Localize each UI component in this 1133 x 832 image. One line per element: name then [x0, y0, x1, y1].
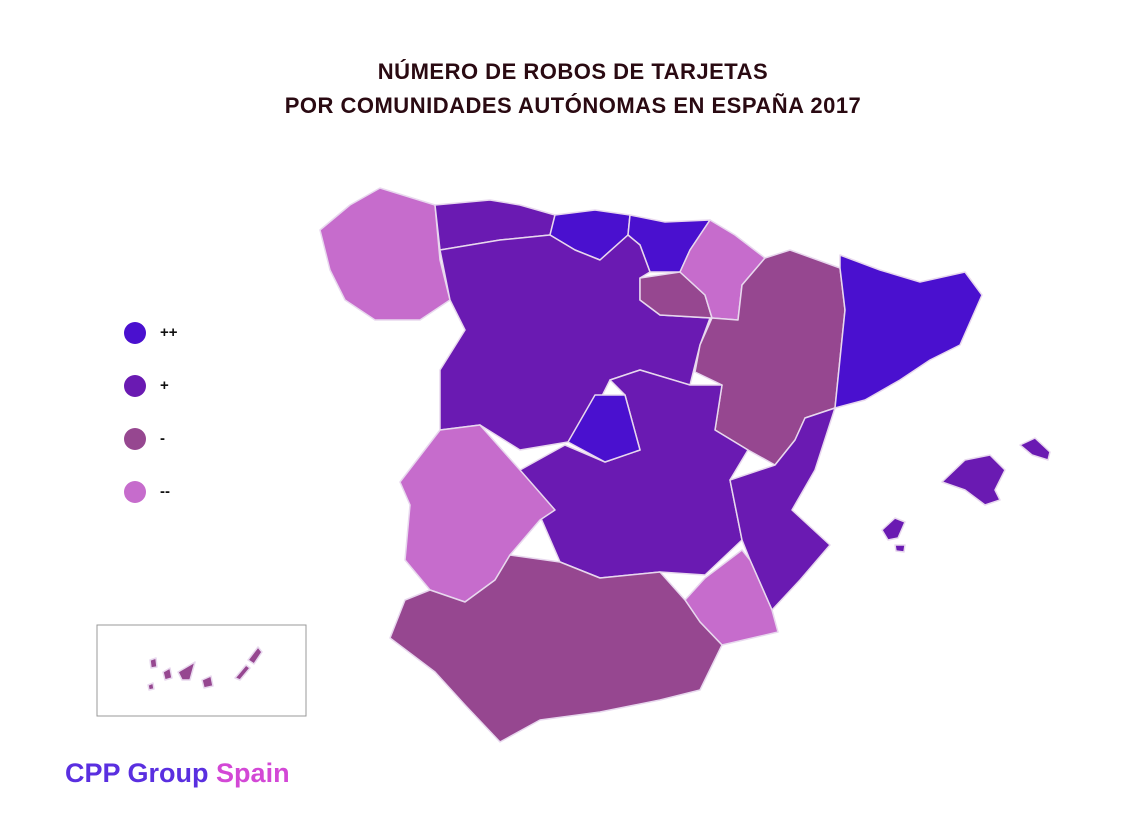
region	[147, 682, 155, 691]
legend-swatch	[124, 375, 146, 397]
legend-label: +	[160, 377, 169, 394]
region	[1019, 437, 1051, 461]
logo: CPP Group Spain	[65, 758, 290, 788]
legend: +++---	[124, 322, 178, 503]
region	[201, 675, 214, 689]
legend-label: ++	[160, 324, 178, 341]
legend-label: -	[160, 430, 165, 447]
inset-frame	[96, 624, 307, 717]
region	[881, 517, 906, 541]
legend-swatch	[124, 322, 146, 344]
region	[162, 667, 173, 681]
region	[894, 544, 906, 553]
logo-brand: CPP Group	[65, 758, 209, 788]
canary-inset	[96, 624, 307, 717]
region	[247, 646, 263, 665]
region	[234, 664, 251, 681]
region	[941, 454, 1006, 506]
region	[834, 254, 983, 409]
region	[319, 187, 451, 321]
title-line: NÚMERO DE ROBOS DE TARJETAS	[378, 59, 768, 84]
region	[567, 394, 641, 463]
region	[389, 554, 723, 743]
region	[149, 657, 158, 669]
region	[439, 234, 711, 451]
legend-swatch	[124, 428, 146, 450]
legend-swatch	[124, 481, 146, 503]
region	[177, 661, 196, 681]
title-line: POR COMUNIDADES AUTÓNOMAS EN ESPAÑA 2017	[285, 93, 862, 118]
logo-country: Spain	[216, 758, 290, 788]
map	[319, 187, 1051, 743]
legend-label: --	[160, 483, 170, 500]
